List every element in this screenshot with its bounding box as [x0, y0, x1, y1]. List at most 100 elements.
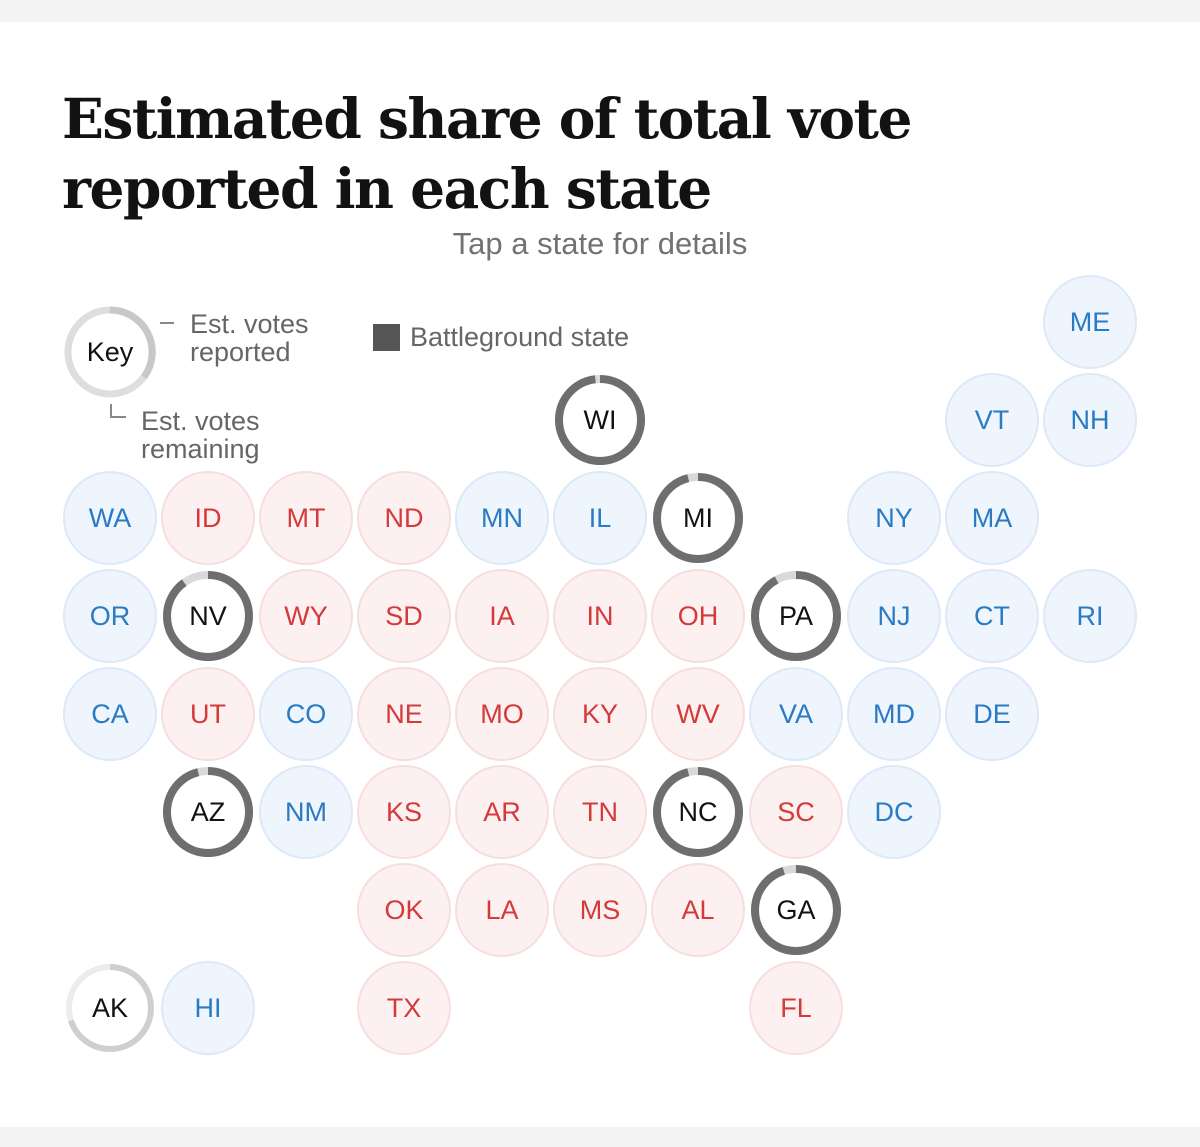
state-label: CO: [285, 698, 327, 729]
key-remaining-label: Est. votes remaining: [141, 406, 260, 464]
key-ring-icon: [64, 306, 156, 398]
state-in[interactable]: IN: [553, 569, 647, 663]
state-wv[interactable]: WV: [651, 667, 745, 761]
state-label: SC: [777, 796, 815, 827]
state-label: AR: [483, 796, 521, 827]
reported-ring-icon: [66, 964, 154, 1052]
state-sd[interactable]: SD: [357, 569, 451, 663]
state-tn[interactable]: TN: [553, 765, 647, 859]
reported-ring-icon: [751, 865, 841, 955]
state-label: NY: [875, 502, 913, 533]
state-label: CA: [91, 698, 129, 729]
state-ms[interactable]: MS: [553, 863, 647, 957]
state-label: KS: [385, 796, 423, 827]
state-label: RI: [1076, 600, 1104, 631]
state-label: WI: [583, 404, 617, 435]
state-co[interactable]: CO: [259, 667, 353, 761]
state-mt[interactable]: MT: [259, 471, 353, 565]
reported-ring-icon: [653, 767, 743, 857]
state-me[interactable]: ME: [1043, 275, 1137, 369]
state-label: ME: [1069, 306, 1111, 337]
state-pa[interactable]: PA: [749, 569, 843, 663]
state-label: MI: [683, 502, 713, 533]
state-label: SD: [385, 600, 423, 631]
state-label: WV: [676, 698, 720, 729]
state-or[interactable]: OR: [63, 569, 157, 663]
state-mo[interactable]: MO: [455, 667, 549, 761]
state-label: OK: [384, 894, 424, 925]
state-md[interactable]: MD: [847, 667, 941, 761]
state-nh[interactable]: NH: [1043, 373, 1137, 467]
state-label: NJ: [877, 600, 911, 631]
state-tx[interactable]: TX: [357, 961, 451, 1055]
state-label: DC: [874, 796, 914, 827]
state-label: HI: [194, 992, 222, 1023]
state-label: NE: [385, 698, 423, 729]
instruction-text: Tap a state for details: [452, 226, 748, 261]
state-nm[interactable]: NM: [259, 765, 353, 859]
state-fl[interactable]: FL: [749, 961, 843, 1055]
state-wa[interactable]: WA: [63, 471, 157, 565]
state-label: AZ: [190, 796, 226, 827]
state-nj[interactable]: NJ: [847, 569, 941, 663]
state-label: MO: [480, 698, 524, 729]
state-label: ND: [384, 502, 424, 533]
state-label: KY: [581, 698, 619, 729]
state-vt[interactable]: VT: [945, 373, 1039, 467]
state-label: MN: [481, 502, 523, 533]
battleground-label: Battleground state: [410, 322, 630, 352]
state-ks[interactable]: KS: [357, 765, 451, 859]
state-al[interactable]: AL: [651, 863, 745, 957]
state-va[interactable]: VA: [749, 667, 843, 761]
reported-ring-icon: [163, 767, 253, 857]
state-ne[interactable]: NE: [357, 667, 451, 761]
state-label: OH: [677, 600, 719, 631]
state-dc[interactable]: DC: [847, 765, 941, 859]
state-label: CT: [974, 600, 1010, 631]
state-nd[interactable]: ND: [357, 471, 451, 565]
state-ok[interactable]: OK: [357, 863, 451, 957]
state-ia[interactable]: IA: [455, 569, 549, 663]
state-wi[interactable]: WI: [553, 373, 647, 467]
key-remaining-pointer-h: [110, 416, 126, 418]
state-label: LA: [485, 894, 519, 925]
state-label: PA: [778, 600, 813, 631]
reported-ring-icon: [653, 473, 743, 563]
key-reported-label: Est. votes reported: [190, 309, 309, 367]
state-label: DE: [973, 698, 1011, 729]
state-ak[interactable]: AK: [63, 961, 157, 1055]
state-az[interactable]: AZ: [161, 765, 255, 859]
state-ut[interactable]: UT: [161, 667, 255, 761]
state-oh[interactable]: OH: [651, 569, 745, 663]
state-mn[interactable]: MN: [455, 471, 549, 565]
state-de[interactable]: DE: [945, 667, 1039, 761]
state-la[interactable]: LA: [455, 863, 549, 957]
state-ct[interactable]: CT: [945, 569, 1039, 663]
state-nc[interactable]: NC: [651, 765, 745, 859]
state-il[interactable]: IL: [553, 471, 647, 565]
state-ca[interactable]: CA: [63, 667, 157, 761]
state-label: WY: [284, 600, 328, 631]
state-ma[interactable]: MA: [945, 471, 1039, 565]
state-mi[interactable]: MI: [651, 471, 745, 565]
state-label: AL: [681, 894, 715, 925]
state-wy[interactable]: WY: [259, 569, 353, 663]
state-ga[interactable]: GA: [749, 863, 843, 957]
state-label: FL: [780, 992, 812, 1023]
state-id[interactable]: ID: [161, 471, 255, 565]
state-label: TX: [386, 992, 422, 1023]
state-ri[interactable]: RI: [1043, 569, 1137, 663]
state-sc[interactable]: SC: [749, 765, 843, 859]
state-label: NV: [189, 600, 227, 631]
state-ny[interactable]: NY: [847, 471, 941, 565]
state-ky[interactable]: KY: [553, 667, 647, 761]
battleground-swatch: [373, 324, 400, 351]
state-ar[interactable]: AR: [455, 765, 549, 859]
state-label: VT: [974, 404, 1010, 435]
page-title: Estimated share of total vote reported i…: [62, 86, 912, 221]
state-label: MD: [873, 698, 915, 729]
state-label: IA: [489, 600, 515, 631]
state-hi[interactable]: HI: [161, 961, 255, 1055]
state-label: MT: [286, 502, 326, 533]
state-nv[interactable]: NV: [161, 569, 255, 663]
